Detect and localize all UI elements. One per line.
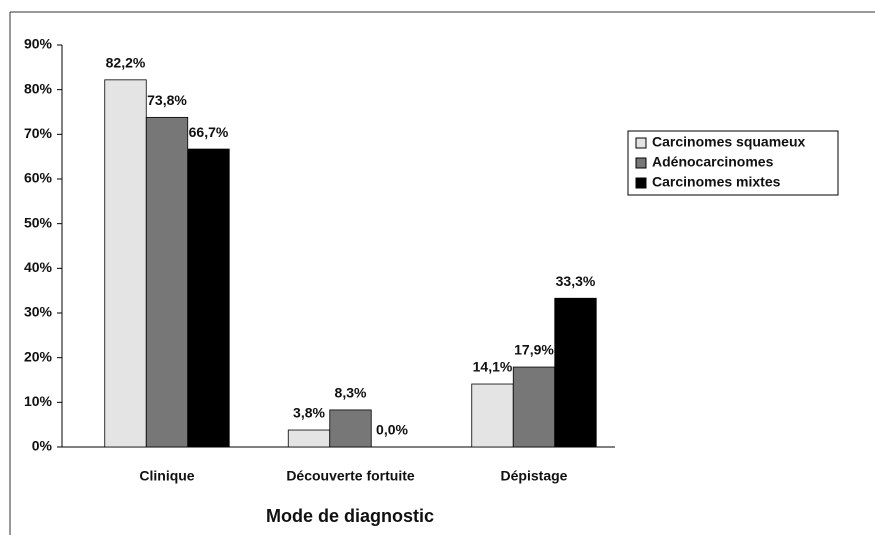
y-tick-label: 30% bbox=[24, 304, 53, 320]
value-label: 3,8% bbox=[293, 405, 325, 421]
x-tick-label: Dépistage bbox=[501, 468, 568, 484]
legend-label: Carcinomes mixtes bbox=[652, 174, 781, 190]
bar bbox=[287, 429, 331, 448]
legend-box bbox=[627, 130, 839, 196]
legend-label: Carcinomes squameux bbox=[652, 134, 805, 150]
y-tick-label: 90% bbox=[24, 36, 53, 52]
bar bbox=[104, 79, 147, 448]
value-label: 82,2% bbox=[106, 55, 146, 71]
value-label: 8,3% bbox=[335, 385, 367, 401]
bar bbox=[187, 148, 230, 448]
y-tick-label: 0% bbox=[32, 438, 53, 454]
y-tick-label: 20% bbox=[24, 348, 53, 364]
value-label: 0,0% bbox=[376, 422, 408, 438]
x-tick-label: Clinique bbox=[139, 468, 194, 484]
bar bbox=[554, 297, 597, 448]
y-tick-label: 70% bbox=[24, 125, 53, 141]
legend-swatch bbox=[635, 157, 647, 169]
y-tick-label: 50% bbox=[24, 214, 53, 230]
bar bbox=[512, 366, 556, 448]
value-label: 66,7% bbox=[189, 124, 229, 140]
y-tick-label: 40% bbox=[24, 259, 53, 275]
legend-label: Adénocarcinomes bbox=[652, 154, 774, 170]
value-label: 17,9% bbox=[514, 342, 554, 358]
y-tick-label: 60% bbox=[24, 170, 53, 186]
value-label: 14,1% bbox=[473, 359, 513, 375]
bar bbox=[329, 409, 372, 448]
y-tick-label: 10% bbox=[24, 393, 53, 409]
legend-swatch bbox=[635, 177, 647, 189]
bar bbox=[471, 383, 514, 448]
value-label: 33,3% bbox=[556, 273, 596, 289]
y-tick-label: 80% bbox=[24, 80, 53, 96]
bar bbox=[145, 116, 189, 448]
x-axis-label: Mode de diagnostic bbox=[266, 506, 434, 526]
x-tick-label: Découverte fortuite bbox=[286, 468, 415, 484]
value-label: 73,8% bbox=[147, 92, 187, 108]
legend-swatch bbox=[635, 137, 647, 149]
